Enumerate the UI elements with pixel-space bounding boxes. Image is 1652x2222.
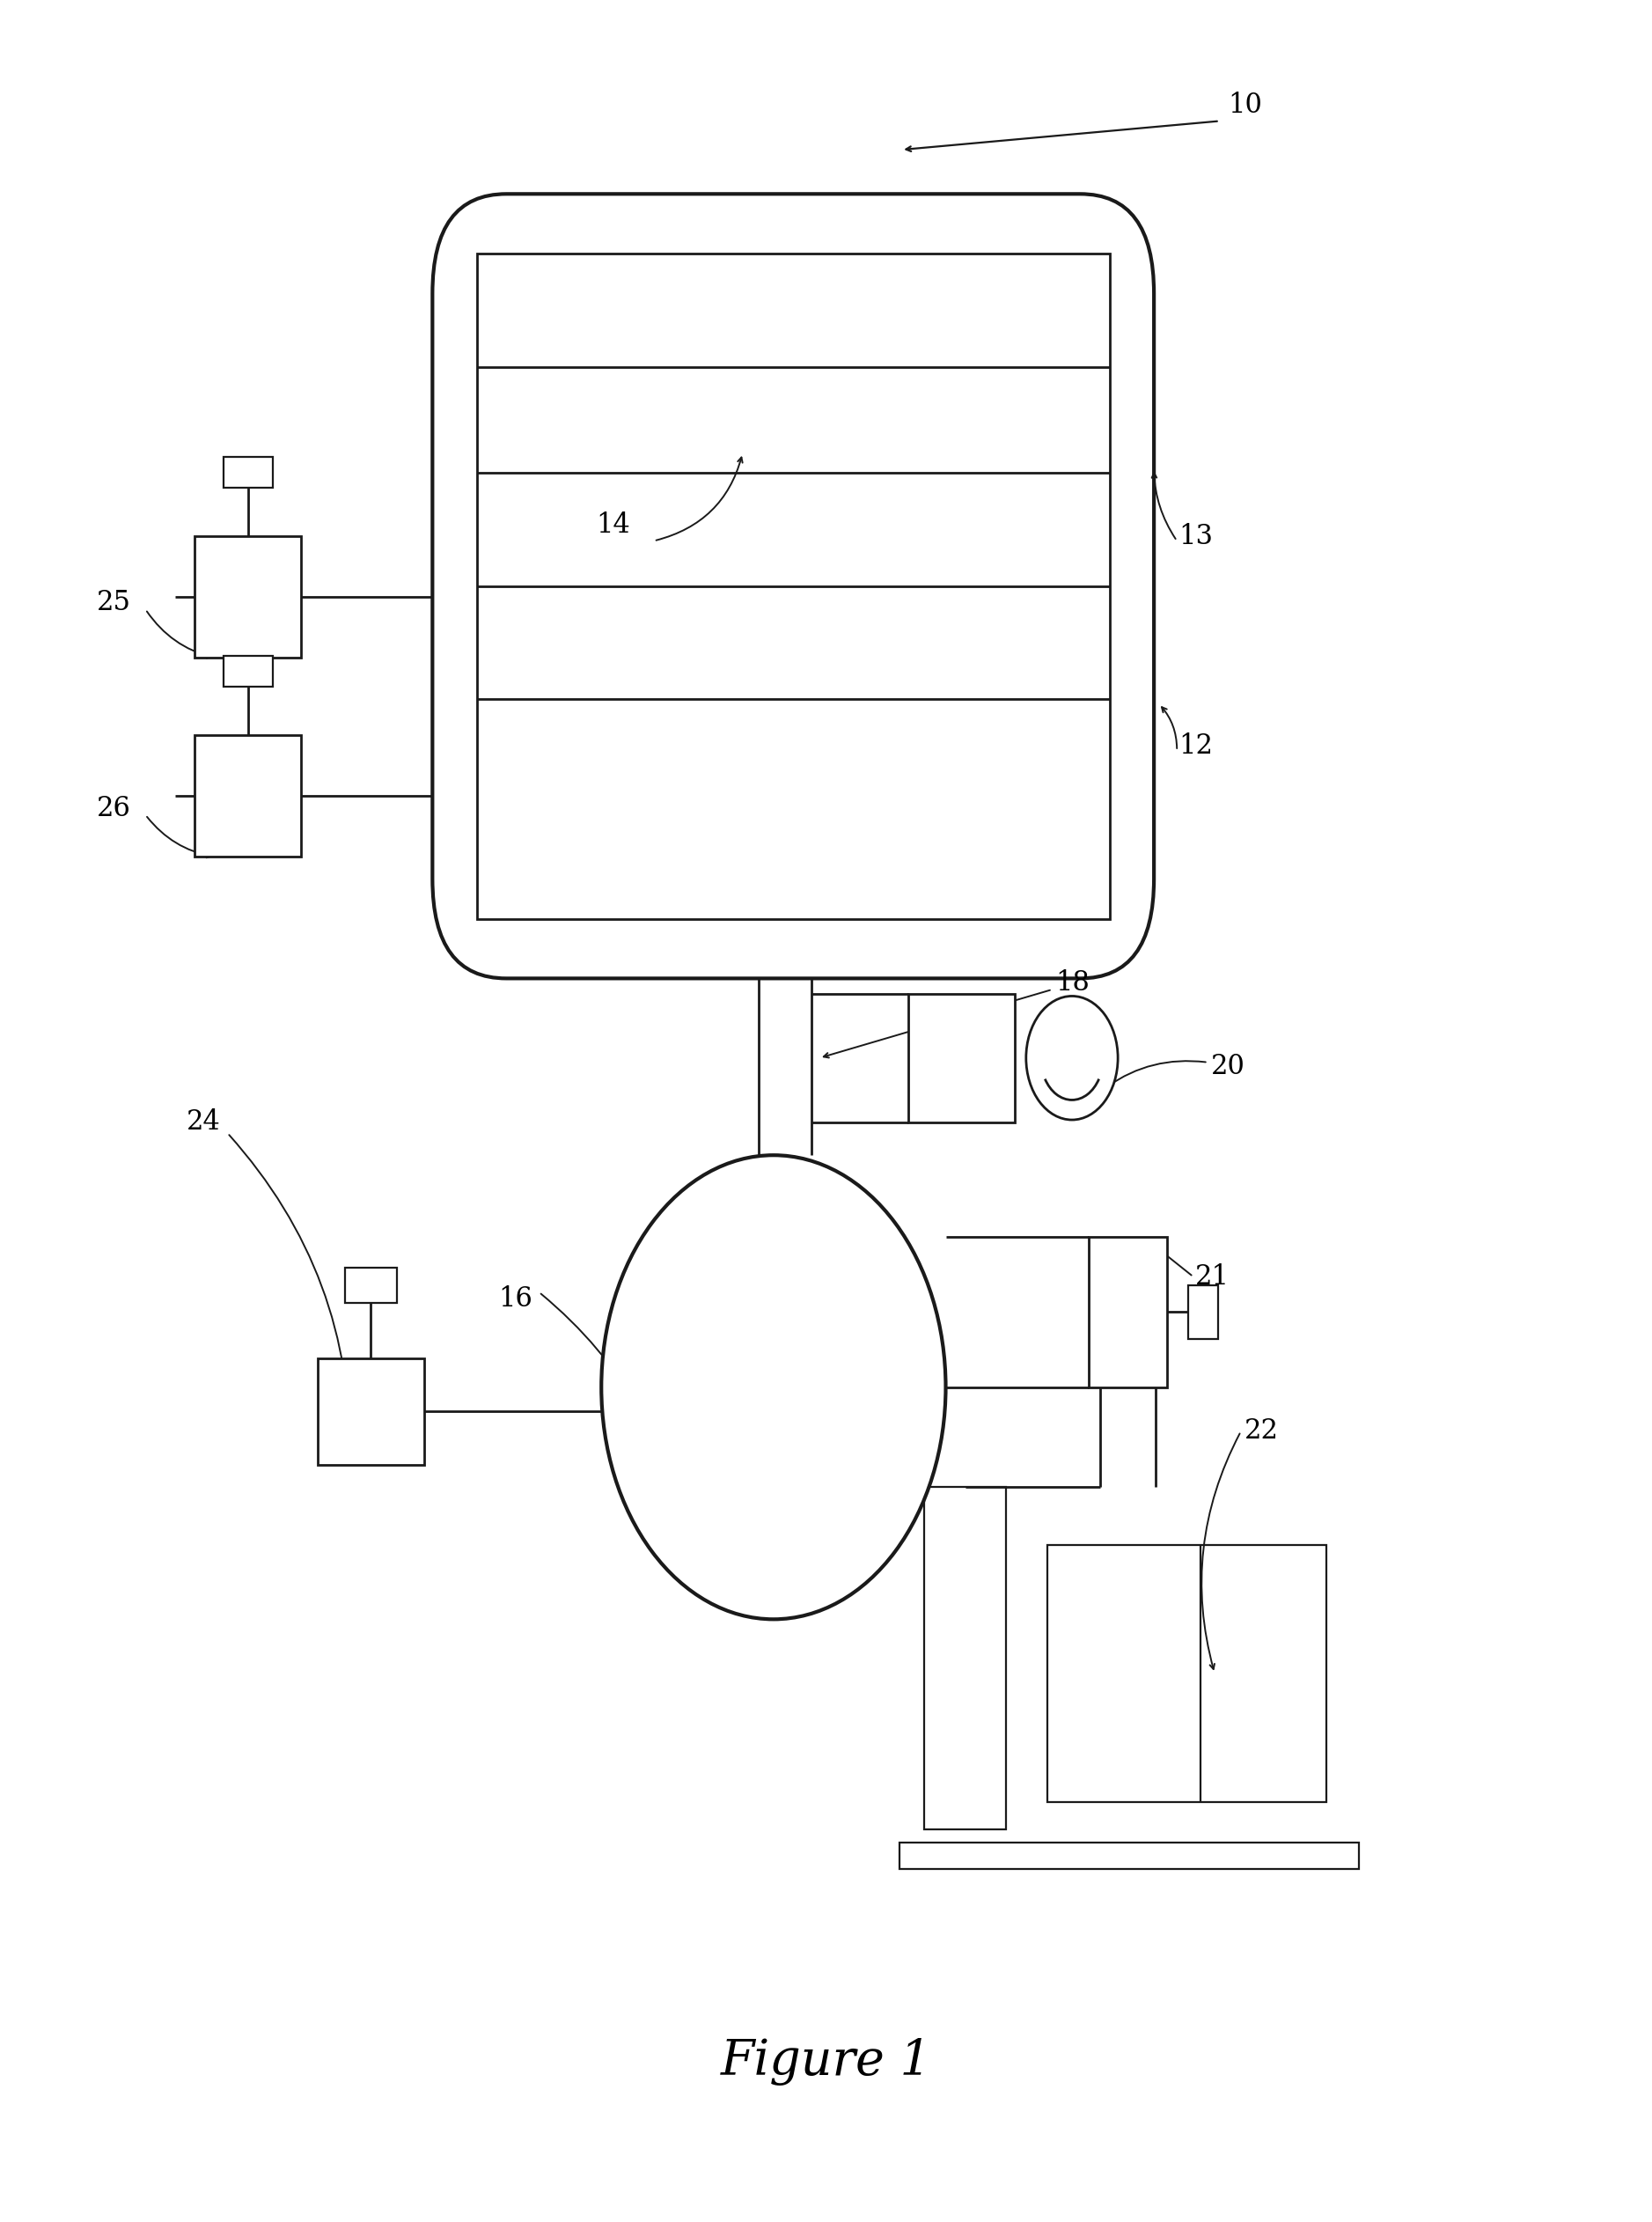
FancyBboxPatch shape — [433, 193, 1155, 978]
Bar — [925, 1487, 1006, 1829]
Text: 12: 12 — [1178, 733, 1213, 760]
Bar — [195, 735, 301, 858]
Bar — [900, 1842, 1360, 1869]
Bar — [1089, 1238, 1166, 1387]
Circle shape — [601, 1155, 945, 1620]
Bar — [317, 1358, 425, 1464]
Text: 24: 24 — [187, 1109, 221, 1135]
Text: 16: 16 — [497, 1284, 532, 1313]
Text: 21: 21 — [1194, 1262, 1229, 1291]
Text: 13: 13 — [1178, 522, 1213, 551]
Text: 14: 14 — [596, 511, 631, 540]
Bar — [223, 655, 273, 687]
Text: 25: 25 — [96, 589, 131, 615]
Text: 20: 20 — [1211, 1053, 1246, 1080]
Circle shape — [1026, 995, 1118, 1120]
Bar — [345, 1269, 396, 1304]
Text: Figure 1: Figure 1 — [720, 2038, 932, 2084]
Bar — [909, 993, 1014, 1122]
Text: 18: 18 — [1056, 969, 1090, 995]
Bar — [477, 253, 1110, 918]
Text: 10: 10 — [1227, 91, 1262, 120]
Bar — [195, 536, 301, 658]
Bar — [1188, 1287, 1218, 1338]
Text: 22: 22 — [1244, 1418, 1279, 1444]
Bar — [223, 458, 273, 489]
Text: 26: 26 — [96, 795, 131, 822]
Bar — [1047, 1544, 1327, 1802]
